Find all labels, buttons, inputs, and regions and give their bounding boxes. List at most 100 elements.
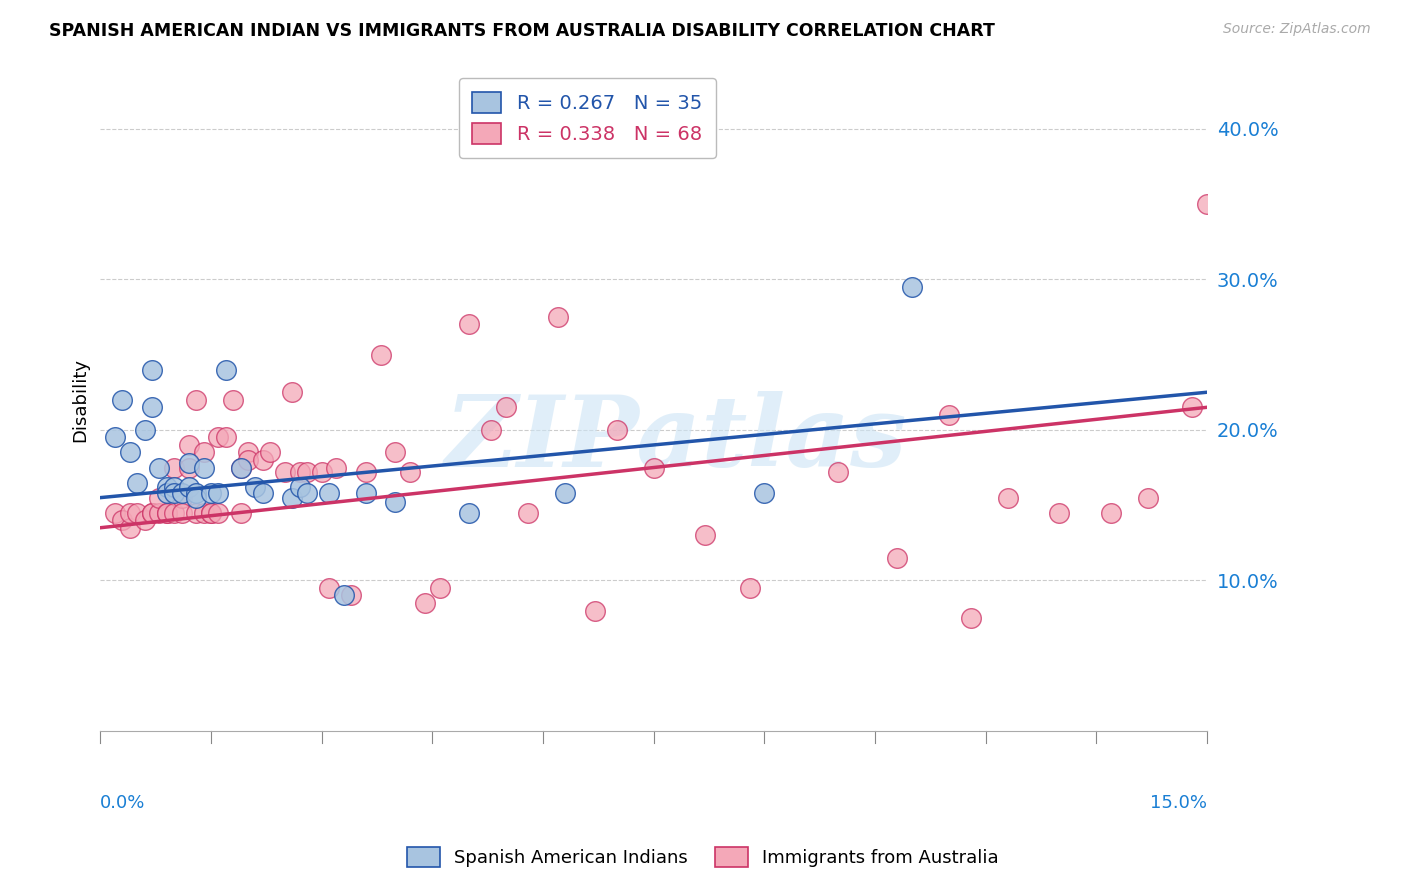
Point xyxy=(200,506,222,520)
Point xyxy=(177,460,200,475)
Point xyxy=(399,465,422,479)
Point xyxy=(163,480,186,494)
Point xyxy=(281,491,304,505)
Point xyxy=(245,480,267,494)
Point xyxy=(354,465,377,479)
Point xyxy=(111,392,134,407)
Point xyxy=(938,408,960,422)
Point xyxy=(156,480,179,494)
Point xyxy=(156,506,179,520)
Point xyxy=(200,506,222,520)
Point xyxy=(156,486,179,500)
Point xyxy=(177,480,200,494)
Point xyxy=(1181,401,1204,415)
Point xyxy=(170,486,193,500)
Point xyxy=(288,465,311,479)
Point xyxy=(370,348,392,362)
Point xyxy=(163,486,186,500)
Point xyxy=(148,491,170,505)
Point xyxy=(141,506,163,520)
Point xyxy=(738,581,761,595)
Text: Source: ZipAtlas.com: Source: ZipAtlas.com xyxy=(1223,22,1371,37)
Point xyxy=(1195,197,1218,211)
Point xyxy=(186,486,208,500)
Point xyxy=(252,453,274,467)
Point xyxy=(118,521,141,535)
Point xyxy=(960,611,983,625)
Point xyxy=(325,460,347,475)
Point xyxy=(384,495,406,509)
Text: 15.0%: 15.0% xyxy=(1150,794,1206,813)
Point xyxy=(104,430,127,444)
Point xyxy=(222,392,245,407)
Legend: Spanish American Indians, Immigrants from Australia: Spanish American Indians, Immigrants fro… xyxy=(401,839,1005,874)
Point xyxy=(295,465,318,479)
Point xyxy=(156,506,179,520)
Point xyxy=(517,506,540,520)
Point xyxy=(458,506,481,520)
Point xyxy=(215,430,238,444)
Text: SPANISH AMERICAN INDIAN VS IMMIGRANTS FROM AUSTRALIA DISABILITY CORRELATION CHAR: SPANISH AMERICAN INDIAN VS IMMIGRANTS FR… xyxy=(49,22,995,40)
Point xyxy=(354,486,377,500)
Point xyxy=(583,603,606,617)
Point xyxy=(141,506,163,520)
Point xyxy=(281,385,304,400)
Point xyxy=(118,445,141,459)
Point xyxy=(274,465,297,479)
Point xyxy=(827,465,849,479)
Point xyxy=(193,506,215,520)
Point xyxy=(177,438,200,452)
Point xyxy=(134,423,156,437)
Point xyxy=(186,491,208,505)
Point xyxy=(193,445,215,459)
Point xyxy=(554,486,576,500)
Point xyxy=(479,423,502,437)
Point xyxy=(901,280,924,294)
Point xyxy=(311,465,333,479)
Point xyxy=(127,506,149,520)
Point xyxy=(200,486,222,500)
Point xyxy=(318,581,340,595)
Point xyxy=(207,506,229,520)
Point xyxy=(695,528,717,542)
Point xyxy=(340,589,363,603)
Point xyxy=(259,445,281,459)
Point xyxy=(177,456,200,470)
Point xyxy=(207,430,229,444)
Point xyxy=(333,589,356,603)
Legend: R = 0.267   N = 35, R = 0.338   N = 68: R = 0.267 N = 35, R = 0.338 N = 68 xyxy=(458,78,716,158)
Point xyxy=(606,423,628,437)
Point xyxy=(141,362,163,376)
Point xyxy=(1137,491,1160,505)
Point xyxy=(186,392,208,407)
Point xyxy=(229,460,252,475)
Point xyxy=(148,460,170,475)
Y-axis label: Disability: Disability xyxy=(72,358,89,442)
Point xyxy=(207,486,229,500)
Text: 0.0%: 0.0% xyxy=(100,794,146,813)
Point xyxy=(458,318,481,332)
Point xyxy=(886,550,908,565)
Point xyxy=(429,581,451,595)
Point xyxy=(141,401,163,415)
Point xyxy=(193,460,215,475)
Point xyxy=(643,460,665,475)
Point xyxy=(186,506,208,520)
Point xyxy=(229,460,252,475)
Text: ZIPatlas: ZIPatlas xyxy=(444,392,907,488)
Point xyxy=(754,486,776,500)
Point xyxy=(997,491,1019,505)
Point xyxy=(104,506,127,520)
Point xyxy=(495,401,517,415)
Point xyxy=(163,460,186,475)
Point xyxy=(148,506,170,520)
Point xyxy=(127,475,149,490)
Point xyxy=(111,513,134,527)
Point xyxy=(229,506,252,520)
Point xyxy=(413,596,436,610)
Point xyxy=(170,506,193,520)
Point xyxy=(1049,506,1071,520)
Point xyxy=(384,445,406,459)
Point xyxy=(547,310,569,324)
Point xyxy=(134,513,156,527)
